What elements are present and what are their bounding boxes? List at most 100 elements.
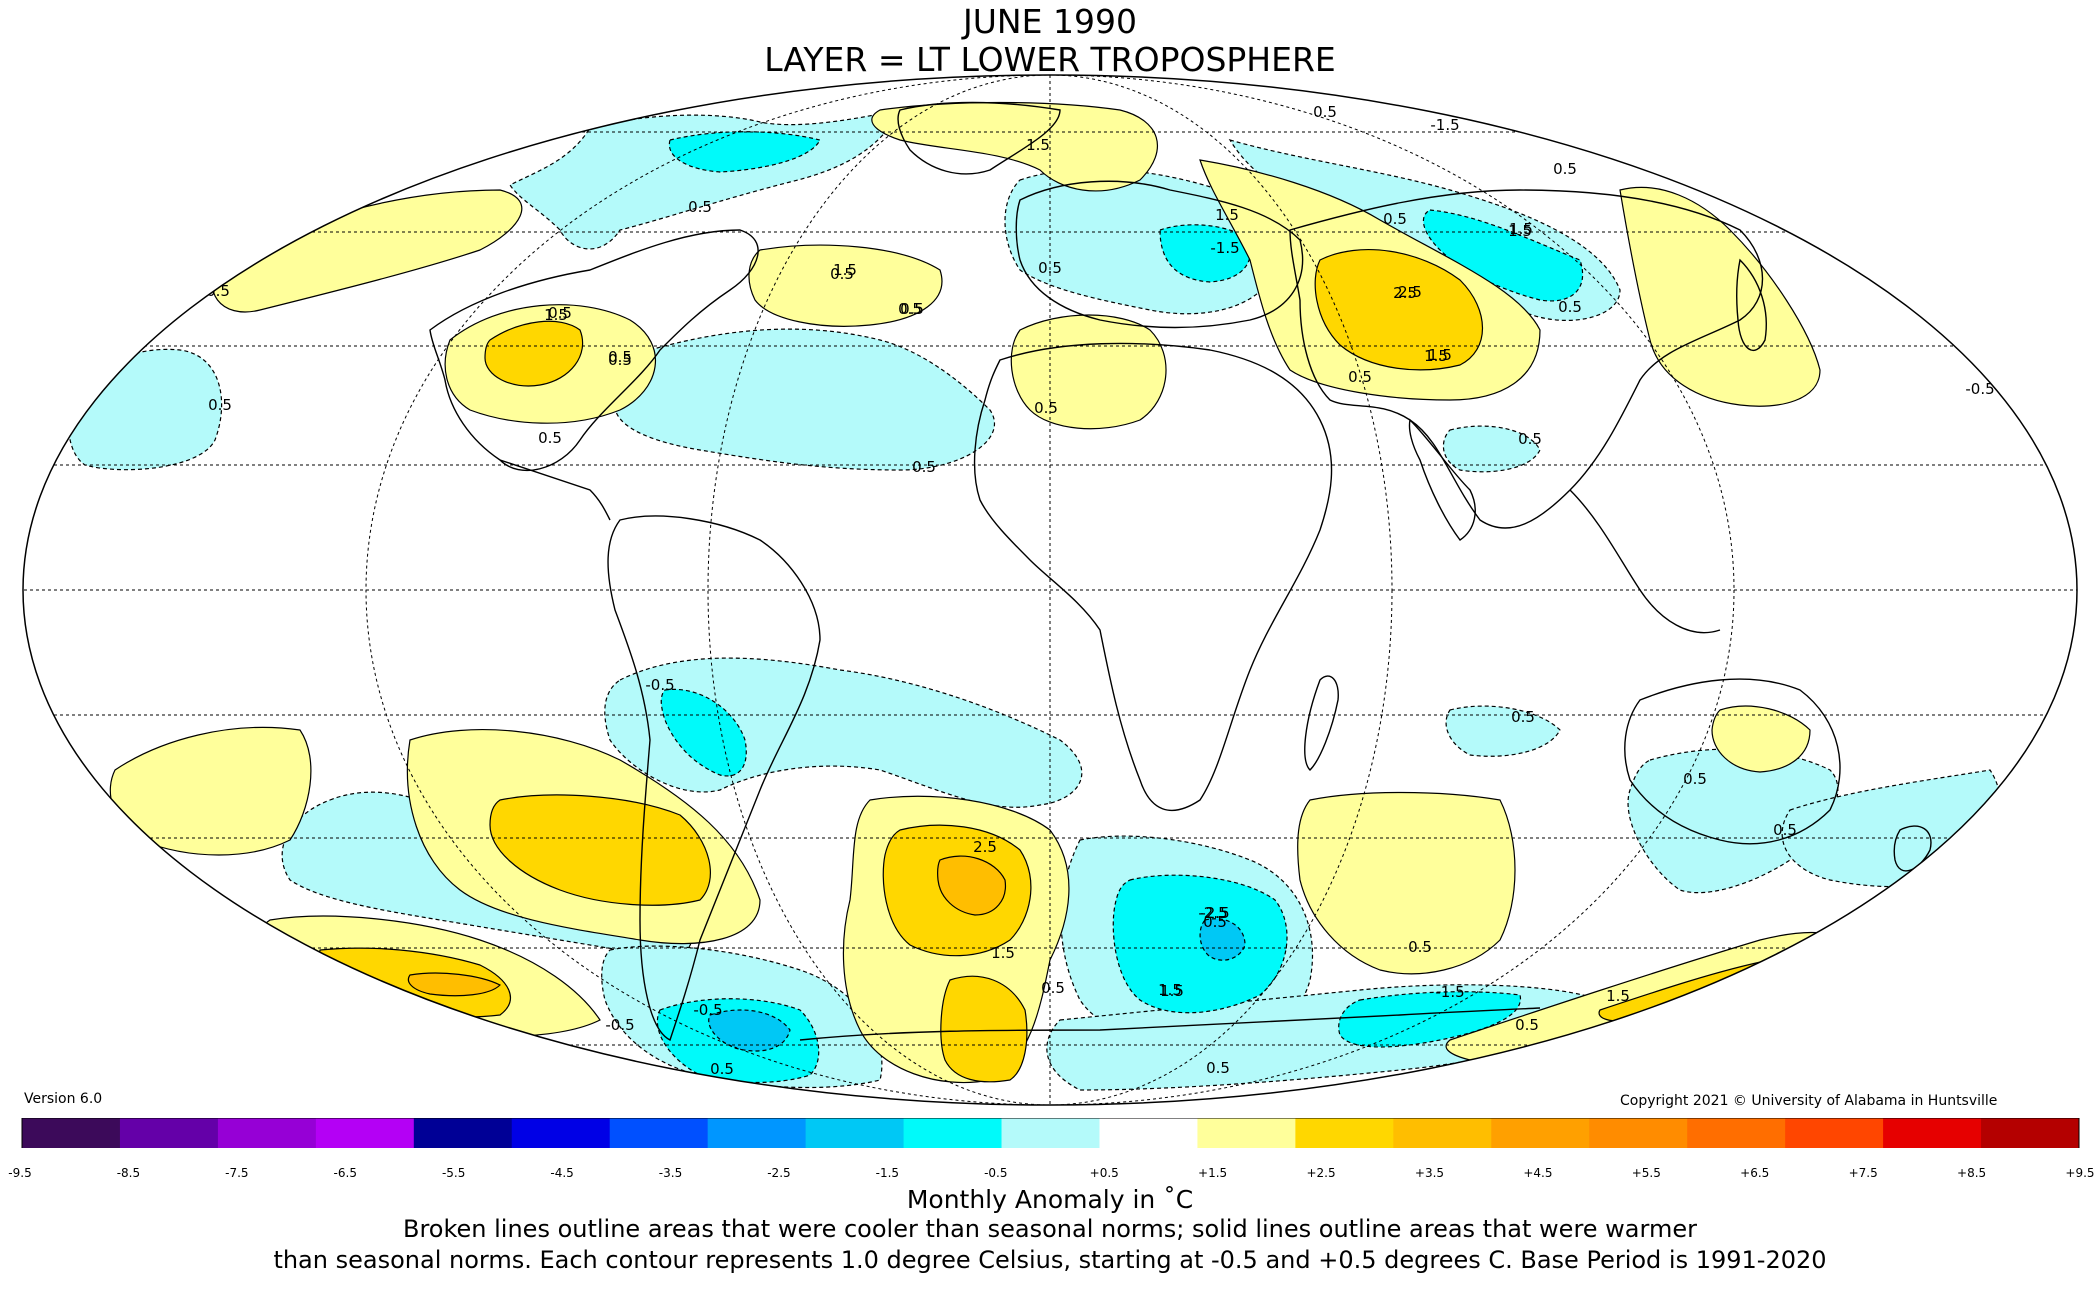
contour-label: 0.5 [608,351,632,369]
colorbar-swatch [1295,1118,1394,1148]
anomaly-map: 1.50.5-1.50.50.5 1.5 0.51.50.50.50.50.50.5… [22,74,2078,1106]
contour-label: 0.5 [710,1060,734,1078]
coast-europe [1015,180,1304,329]
contour-label: 0.5 [206,282,230,300]
contour-label: 0.5 [538,429,562,447]
map-body: 1.50.5-1.50.50.5 1.5 0.51.50.50.50.50.50.5… [23,75,2077,1105]
colorbar-tick-label: +5.5 [1631,1166,1661,1180]
contour-label: -0.5 [605,1016,634,1034]
colorbar-swatch [1491,1118,1590,1148]
colorbar-tick-label: +1.5 [1198,1166,1228,1180]
colorbar-tick-label: -6.5 [333,1166,357,1180]
warm-region-north-atlantic [748,244,943,327]
cool-region-pacific-west [67,348,223,471]
coast-south-america [607,515,821,1041]
globe-outline [22,74,2078,1106]
version-label: Version 6.0 [24,1091,103,1107]
contour-label: 0.5 [1041,979,1065,997]
hot-region-central-asia [1314,249,1483,371]
contour-label: 2.5 [1398,283,1422,301]
colorbar-tick-label: +0.5 [1089,1166,1119,1180]
contour-label: 0.5 [1034,399,1058,417]
contour-label: 0.5 [208,396,232,414]
contour-label: 2.5 [973,838,997,856]
colorbar-title: Monthly Anomaly in ˚C [906,1185,1194,1214]
contour-labels: 1.50.5-1.50.50.5 1.5 0.51.50.50.50.50.50.5… [206,103,1995,1078]
contour-label: 1.5 [991,944,1015,962]
colorbar-swatch [217,1118,317,1148]
cold-region-south-atlantic [1112,874,1288,1014]
contour-label: -2.5 [1200,904,1229,922]
colorbar-tick-label: -2.5 [767,1166,791,1180]
colorbar-swatch [805,1118,905,1148]
colorbar-swatch [1785,1118,1884,1148]
contour-label: -1.5 [1430,116,1459,134]
coast-madagascar [1304,675,1339,771]
colorbar-tick-label: -9.5 [8,1166,32,1180]
contour-label: 0.5 [608,348,632,366]
contour-label: -0.5 [1965,380,1994,398]
very-hot-region-southwest-pacific [407,972,502,997]
contour-label: 0.5 [1383,210,1407,228]
contour-label: 0.5 [1206,1059,1230,1077]
warm-region-east-asia [1619,186,1821,407]
colorbar-tick-label: -4.5 [550,1166,574,1180]
map-subtitle: LAYER = LT LOWER TROPOSPHERE [764,40,1336,79]
cold-region-arctic [668,131,821,173]
cold-region-antarctic-coast [1338,991,1521,1048]
colorbar-swatch [1099,1118,1198,1148]
colorbar-swatch [1001,1118,1100,1148]
cool-region-australia-south [1627,748,1839,894]
contour-label: 0.5 [830,265,854,283]
copyright-label: Copyright 2021 © University of Alabama i… [1620,1093,1998,1109]
contour-label: 1.5 [1606,987,1630,1005]
coast-australia [1624,678,1841,845]
colorbar-swatch [511,1118,611,1148]
cold-region-andes [660,688,747,777]
hot-region-north-america [484,320,584,387]
colorbar-tick-label: +6.5 [1740,1166,1770,1180]
coast-central-america [499,459,611,521]
colorbar-swatch [609,1118,709,1148]
contour-label: -1.5 [1435,983,1464,1001]
contour-label: 1.5 [1158,981,1182,999]
colorbar-tick-label: +8.5 [1957,1166,1987,1180]
cool-region-southeast-pacific [1445,705,1561,757]
colorbar-tick-label: +4.5 [1523,1166,1553,1180]
cold-region-siberia [1422,209,1584,302]
contour-label: 0.5 [688,198,712,216]
contour-label: 0.5 [898,300,922,318]
contour-label: 1.5 [544,306,568,324]
colorbar-tick-label: -8.5 [116,1166,141,1180]
contour-label: 0.5 [912,458,936,476]
cold-region-europe [1159,224,1252,283]
contour-label: 1.5 [1215,206,1239,224]
contour-label: 0.5 [1408,938,1432,956]
colorbar-swatch [1883,1118,1982,1148]
coast-antarctica [799,1007,1541,1041]
cool-region-india [1442,425,1541,473]
contour-label: 0.5 [1553,160,1577,178]
contour-label: 0.5 [1313,103,1337,121]
contour-label: -2.5 [1198,904,1227,922]
very-hot-region-south-atlantic [937,855,1006,916]
contour-label: 0.5 [1038,259,1062,277]
colorbar-tick-label: -0.5 [984,1166,1008,1180]
colorbar-tick-label: -1.5 [875,1166,900,1180]
coast-africa [973,342,1333,811]
map-title: JUNE 1990 [963,2,1137,41]
contour-label: 1.5 [833,261,857,279]
very-cold-region-south-atlantic [1199,918,1246,961]
colorbar-tick-label: -5.5 [441,1166,466,1180]
contour-label: 1.5 [1508,222,1532,240]
colorbar-tick-label: -7.5 [225,1166,249,1180]
colorbar-swatch [315,1118,415,1148]
contour-label: 0.5 [1558,298,1582,316]
colorbar-swatch [1687,1118,1786,1148]
contour-label: -0.5 [645,676,674,694]
anomaly-regions [67,101,2001,1091]
coast-greenland [897,101,1061,175]
hot-region-south-atlantic-south [940,975,1028,1083]
colorbar [21,1118,2080,1148]
colorbar-swatch [413,1118,513,1148]
